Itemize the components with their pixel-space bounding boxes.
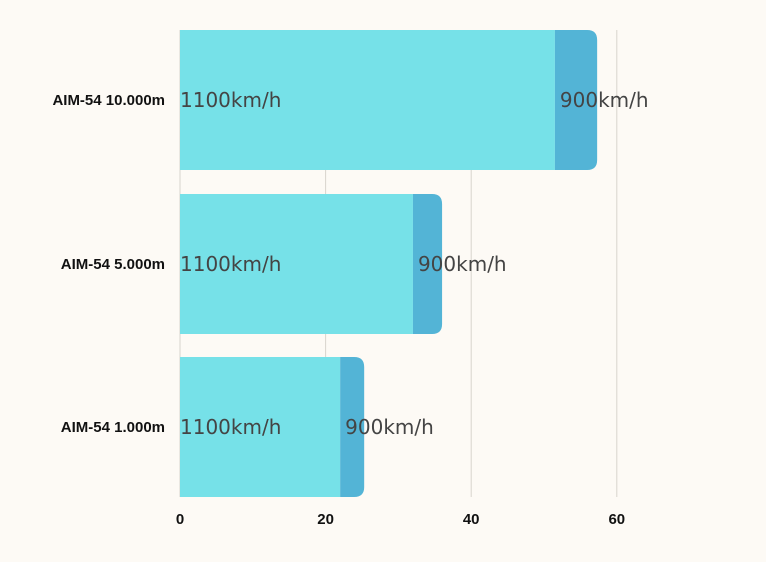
x-tick-label: 20: [317, 511, 334, 528]
data-label: 1100km/h: [180, 252, 281, 276]
category-label: AIM-54 1.000m: [61, 419, 165, 436]
bar-segment-2: [340, 357, 365, 497]
bar-segment-1: [180, 357, 341, 497]
data-label: 900km/h: [345, 415, 434, 439]
data-label: 900km/h: [418, 252, 507, 276]
data-label: 1100km/h: [180, 88, 281, 112]
bar-segment-1: [180, 194, 413, 334]
x-tick-label: 40: [463, 511, 480, 528]
bar-segment-2: [554, 30, 598, 170]
category-label: AIM-54 5.000m: [61, 256, 165, 273]
bar-segment-1: [180, 30, 555, 170]
bars: [180, 30, 598, 497]
x-tick-label: 0: [176, 511, 184, 528]
category-labels: AIM-54 10.000m AIM-54 5.000m AIM-54 1.000m: [52, 92, 165, 436]
x-axis-tick-labels: 0 20 40 60: [176, 511, 625, 528]
bar-segment-2: [412, 194, 443, 334]
x-tick-label: 60: [608, 511, 625, 528]
data-label: 1100km/h: [180, 415, 281, 439]
data-labels: 1100km/h 900km/h 1100km/h 900km/h 1100km/h 90…: [180, 88, 649, 439]
category-label: AIM-54 10.000m: [52, 92, 165, 109]
data-label: 900km/h: [560, 88, 649, 112]
